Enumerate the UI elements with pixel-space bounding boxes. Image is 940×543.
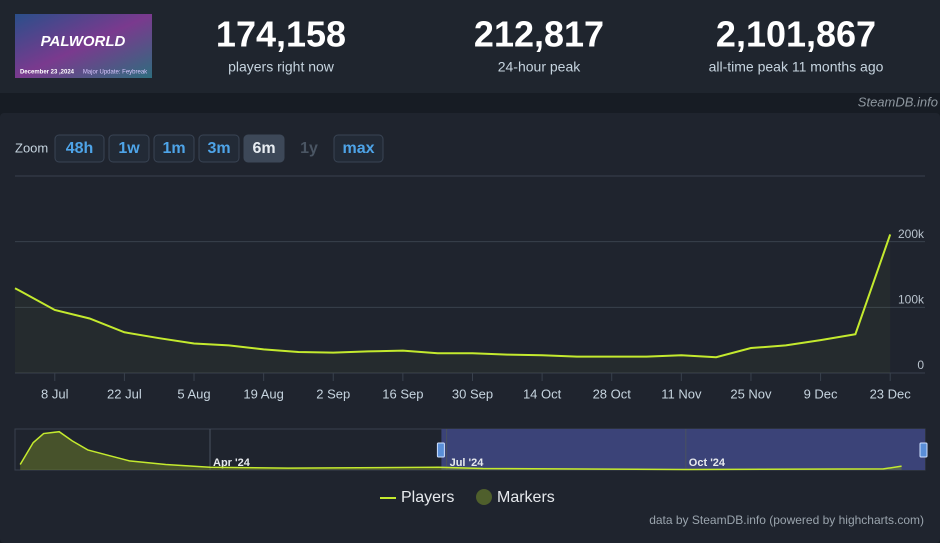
- zoom-button-label[interactable]: 1m: [162, 140, 185, 157]
- source: SteamDB.info: [858, 94, 938, 109]
- legend-label[interactable]: Markers: [497, 489, 555, 506]
- x-tick-label: 9 Dec: [804, 386, 838, 401]
- zoom-button-label[interactable]: 3m: [207, 140, 230, 157]
- line: [14, 234, 892, 359]
- navigator-label: Oct '24: [689, 457, 726, 469]
- credit: data by SteamDB.info (powered by highcha…: [649, 513, 924, 527]
- x-tick-label: 28 Oct: [593, 386, 632, 401]
- stat-value: 174,158: [216, 14, 346, 55]
- banner-date: December 23 ,2024: [20, 70, 75, 76]
- y-tick-label: 200k: [898, 227, 925, 241]
- navigator-handle[interactable]: [436, 442, 445, 458]
- zoom-button-label[interactable]: 1w: [118, 140, 140, 157]
- zoom-button[interactable]: [54, 134, 105, 163]
- x-tick-label: 23 Dec: [870, 386, 912, 401]
- banner-title: PALWORLD: [41, 33, 126, 50]
- banner-update: Major Update: Feybreak: [83, 70, 148, 76]
- stat-label: players right now: [228, 59, 335, 75]
- legend-marker: [476, 489, 492, 505]
- stat-value: 212,817: [474, 14, 604, 55]
- zoom-button-label[interactable]: max: [342, 140, 374, 157]
- x-tick-label: 19 Aug: [243, 386, 284, 401]
- x-tick-label: 11 Nov: [661, 386, 702, 401]
- x-tick-label: 2 Sep: [316, 386, 350, 401]
- x-tick-label: 8 Jul: [41, 386, 69, 401]
- banner: [15, 14, 152, 78]
- zoom-button[interactable]: [153, 134, 195, 163]
- chart-panel: [0, 113, 940, 543]
- x-tick-label: 30 Sep: [452, 386, 493, 401]
- navigator-selection: [441, 429, 925, 470]
- header-panel: [0, 0, 940, 93]
- zoom-label: Zoom: [15, 140, 48, 155]
- navigator-handle[interactable]: [919, 442, 928, 458]
- navigator-line: [19, 430, 902, 471]
- stat-label: 24-hour peak: [498, 59, 582, 75]
- navigator-label: Jul '24: [450, 457, 485, 469]
- zoom-button[interactable]: [243, 134, 285, 163]
- stat-value: 2,101,867: [716, 14, 876, 55]
- zoom-button[interactable]: [333, 134, 384, 163]
- navigator-label: Apr '24: [213, 457, 251, 469]
- zoom-button-label: 1y: [300, 140, 318, 157]
- stat-label: all-time peak 11 months ago: [709, 59, 884, 75]
- zoom-button-label[interactable]: 48h: [66, 140, 94, 157]
- x-tick-label: 5 Aug: [177, 386, 210, 401]
- zoom-button-label[interactable]: 6m: [252, 140, 275, 157]
- zoom-button[interactable]: [108, 134, 150, 163]
- area: [15, 234, 891, 373]
- y-tick-label: 100k: [898, 293, 925, 307]
- x-tick-label: 25 Nov: [730, 386, 772, 401]
- y-tick-label: 0: [917, 358, 924, 372]
- x-tick-label: 14 Oct: [523, 386, 562, 401]
- navigator-area: [20, 431, 902, 470]
- x-tick-label: 16 Sep: [382, 386, 423, 401]
- zoom-button[interactable]: [198, 134, 240, 163]
- x-tick-label: 22 Jul: [107, 386, 142, 401]
- legend-label[interactable]: Players: [401, 489, 454, 506]
